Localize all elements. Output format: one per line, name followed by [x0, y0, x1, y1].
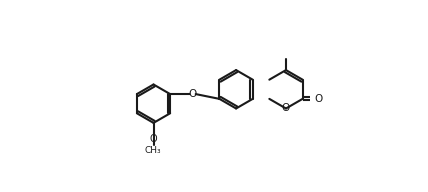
Text: O: O — [314, 94, 322, 104]
Text: O: O — [188, 89, 196, 99]
Text: CH₃: CH₃ — [145, 146, 161, 155]
Text: O: O — [150, 134, 158, 144]
Text: O: O — [282, 103, 290, 113]
